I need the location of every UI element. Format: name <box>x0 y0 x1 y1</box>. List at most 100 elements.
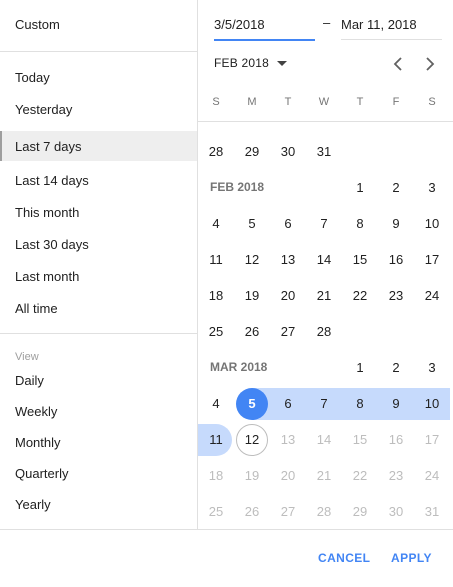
calendar-day[interactable]: 7 <box>320 396 328 411</box>
preset-yesterday[interactable]: Yesterday <box>15 102 73 117</box>
caret-down-icon[interactable] <box>277 61 287 66</box>
calendar-day: 16 <box>388 432 404 447</box>
calendar-day[interactable]: 29 <box>244 144 260 159</box>
calendar-day: 15 <box>352 432 368 447</box>
start-date-input[interactable]: 3/5/2018 <box>214 15 315 41</box>
calendar-day[interactable]: 2 <box>392 180 400 195</box>
calendar-day: 25 <box>208 504 224 519</box>
calendar-day: 29 <box>352 504 368 519</box>
preset-last-month[interactable]: Last month <box>15 269 80 284</box>
view-quarterly[interactable]: Quarterly <box>15 466 69 481</box>
preset-selected-highlight <box>0 131 197 161</box>
calendar-day[interactable]: 13 <box>280 252 296 267</box>
calendar-day[interactable]: 24 <box>424 288 440 303</box>
calendar-day[interactable]: 15 <box>352 252 368 267</box>
calendar-day: 30 <box>388 504 404 519</box>
preset-panel: Custom Today Yesterday Last 7 days Last … <box>0 0 198 529</box>
calendar-day[interactable]: 26 <box>244 324 260 339</box>
calendar-day[interactable]: 9 <box>392 396 400 411</box>
calendar-day[interactable]: 12 <box>244 252 260 267</box>
calendar-day[interactable]: 18 <box>208 288 224 303</box>
weekday-1: M <box>247 96 257 108</box>
calendar-day: 17 <box>424 432 440 447</box>
calendar-day[interactable]: 10 <box>424 396 440 411</box>
calendar-day: 28 <box>316 504 332 519</box>
view-section-label: View <box>15 351 39 363</box>
selected-range-band <box>198 424 232 456</box>
calendar-day[interactable]: 1 <box>356 180 364 195</box>
calendar-day[interactable]: 2 <box>392 360 400 375</box>
end-date-value: Mar 11, 2018 <box>341 17 417 32</box>
calendar-day[interactable]: 4 <box>212 216 220 231</box>
calendar-day: 24 <box>424 468 440 483</box>
calendar-day: 21 <box>316 468 332 483</box>
range-separator: – <box>323 15 331 30</box>
calendar-day: 26 <box>244 504 260 519</box>
calendar-day: 14 <box>316 432 332 447</box>
calendar-day: 18 <box>208 468 224 483</box>
calendar-day[interactable]: 27 <box>280 324 296 339</box>
weekday-6: S <box>428 96 436 108</box>
calendar-day[interactable]: 30 <box>280 144 296 159</box>
calendar-day: 13 <box>280 432 296 447</box>
preset-last-14-days[interactable]: Last 14 days <box>15 173 89 188</box>
preset-custom[interactable]: Custom <box>15 17 60 32</box>
calendar-day[interactable]: 10 <box>424 216 440 231</box>
today-day[interactable]: 12 <box>236 424 268 456</box>
calendar-day[interactable]: 25 <box>208 324 224 339</box>
preset-this-month[interactable]: This month <box>15 205 80 220</box>
calendar-day[interactable]: 9 <box>392 216 400 231</box>
divider <box>0 51 197 52</box>
weekday-0: S <box>212 96 220 108</box>
preset-last-30-days[interactable]: Last 30 days <box>15 237 89 252</box>
preset-today[interactable]: Today <box>15 70 50 85</box>
calendar-day[interactable]: 8 <box>356 396 364 411</box>
calendar-day: 22 <box>352 468 368 483</box>
month-selector[interactable]: FEB 2018 <box>214 56 269 70</box>
calendar-day[interactable]: 17 <box>424 252 440 267</box>
range-end-day[interactable]: 11 <box>209 432 223 447</box>
calendar-day[interactable]: 1 <box>356 360 364 375</box>
chevron-right-icon[interactable] <box>420 54 440 74</box>
calendar-day[interactable]: 19 <box>244 288 260 303</box>
calendar-day[interactable]: 31 <box>316 144 332 159</box>
calendar-day[interactable]: 22 <box>352 288 368 303</box>
view-weekly[interactable]: Weekly <box>15 404 58 419</box>
calendar-day[interactable]: 3 <box>428 180 436 195</box>
calendar-day[interactable]: 7 <box>320 216 328 231</box>
calendar-day[interactable]: 6 <box>284 216 292 231</box>
calendar-day[interactable]: 28 <box>316 324 332 339</box>
cancel-button[interactable]: CANCEL <box>318 551 371 565</box>
calendar-day[interactable]: 8 <box>356 216 364 231</box>
weekday-4: T <box>356 96 364 108</box>
calendar-day[interactable]: 16 <box>388 252 404 267</box>
end-date-input[interactable]: Mar 11, 2018 <box>341 15 442 40</box>
preset-all-time[interactable]: All time <box>15 301 58 316</box>
month-label-mar: MAR 2018 <box>210 360 268 374</box>
calendar-day[interactable]: 5 <box>248 216 256 231</box>
calendar-day: 19 <box>244 468 260 483</box>
calendar-day[interactable]: 23 <box>388 288 404 303</box>
calendar-day[interactable]: 6 <box>284 396 292 411</box>
view-monthly[interactable]: Monthly <box>15 435 61 450</box>
divider <box>0 333 197 334</box>
calendar-day[interactable]: 11 <box>209 252 223 267</box>
apply-button[interactable]: APPLY <box>391 551 432 565</box>
chevron-left-icon[interactable] <box>388 54 408 74</box>
calendar-day[interactable]: 4 <box>212 396 220 411</box>
calendar-day[interactable]: 28 <box>208 144 224 159</box>
calendar-day[interactable]: 21 <box>316 288 332 303</box>
end-date-underline <box>341 39 442 40</box>
calendar-day[interactable]: 14 <box>316 252 332 267</box>
start-date-value: 3/5/2018 <box>214 17 265 32</box>
range-start-day[interactable]: 5 <box>236 388 268 420</box>
view-yearly[interactable]: Yearly <box>15 497 51 512</box>
weekday-divider <box>198 121 453 122</box>
calendar-day[interactable]: 3 <box>428 360 436 375</box>
weekday-2: T <box>284 96 292 108</box>
preset-last-7-days[interactable]: Last 7 days <box>15 139 82 154</box>
calendar-day[interactable]: 20 <box>280 288 296 303</box>
calendar-day: 27 <box>280 504 296 519</box>
view-daily[interactable]: Daily <box>15 373 44 388</box>
start-date-underline <box>214 39 315 41</box>
